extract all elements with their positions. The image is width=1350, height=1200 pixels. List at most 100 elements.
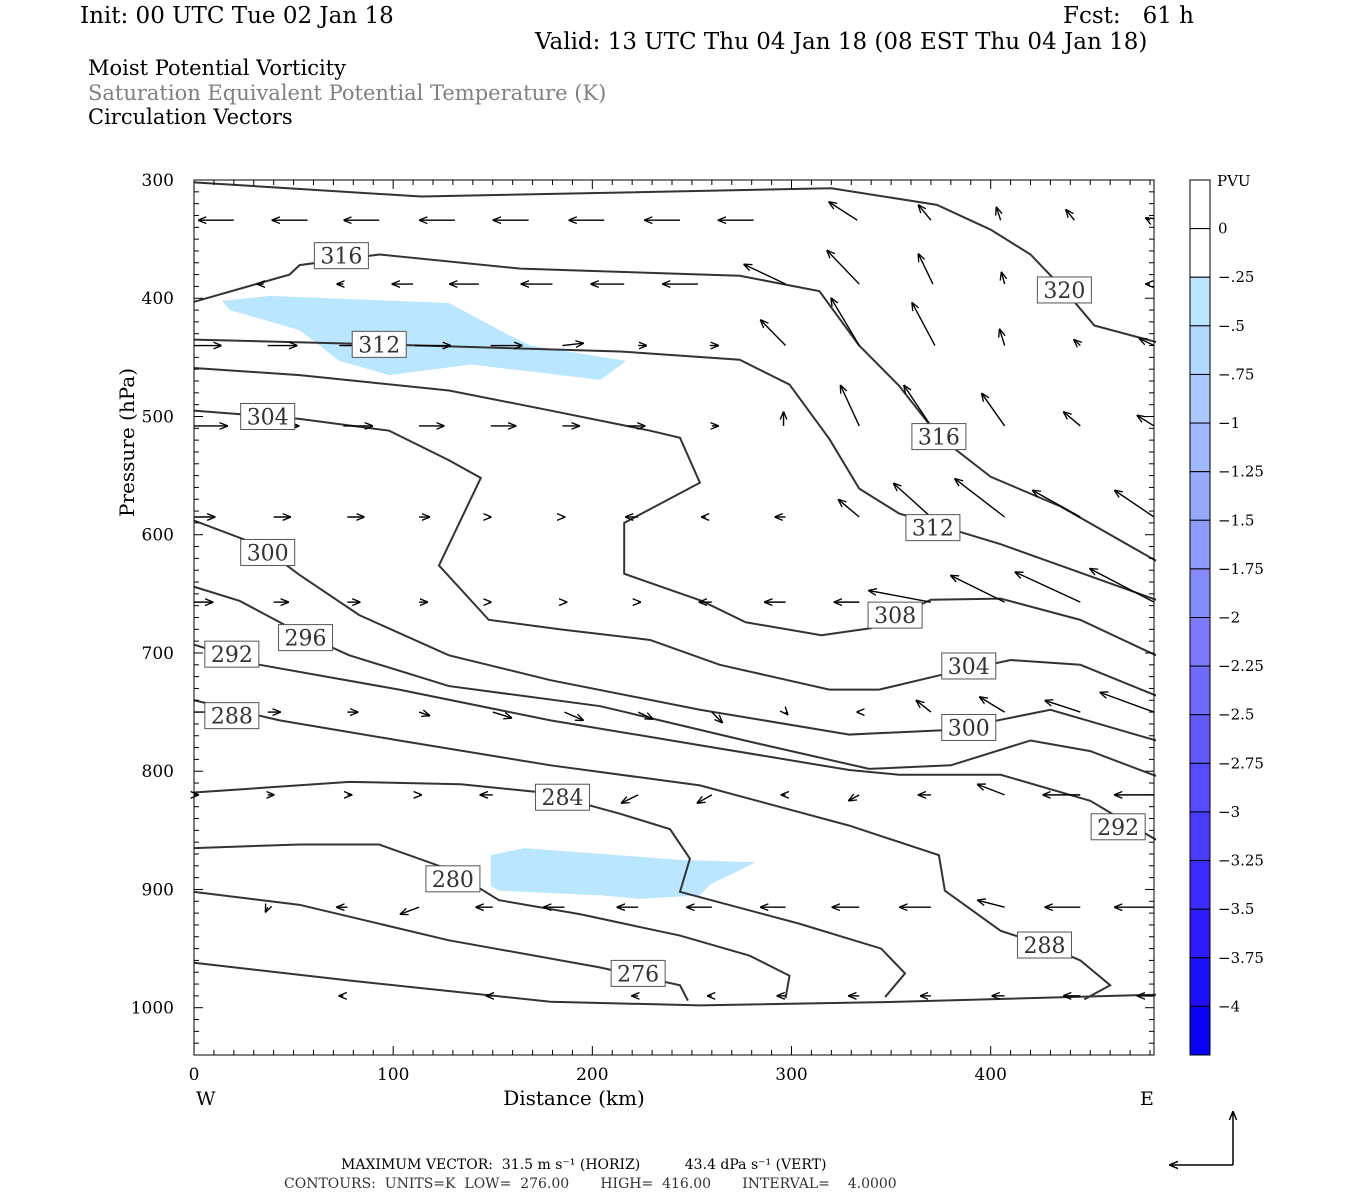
circulation-vector — [418, 712, 429, 715]
y-tick-label: 700 — [142, 644, 174, 664]
circulation-vector — [1045, 701, 1081, 713]
circulation-vector — [997, 208, 1001, 221]
west-label: W — [196, 1088, 216, 1110]
circulation-vector — [839, 500, 860, 518]
theta-es-contour-288 — [193, 699, 1112, 1001]
colorbar-label: −.75 — [1218, 365, 1254, 383]
y-tick-label: 300 — [142, 171, 174, 191]
contour-label-box — [610, 959, 666, 987]
contour-label-box — [941, 713, 997, 741]
circulation-vector — [266, 907, 268, 912]
colorbar-label: −1 — [1218, 414, 1240, 432]
field-title-theta-es: Saturation Equivalent Potential Temperat… — [88, 81, 607, 105]
contour-label: 316 — [918, 426, 960, 451]
contour-label: 288 — [1023, 934, 1065, 959]
negative-pv-region — [221, 295, 627, 380]
circulation-vector — [1064, 412, 1081, 427]
circulation-vector — [918, 254, 934, 285]
colorbar-label: −1.75 — [1218, 560, 1264, 578]
circulation-vector — [562, 343, 583, 345]
colorbar-label: −2.75 — [1218, 754, 1264, 772]
contour-label-box — [204, 702, 260, 730]
x-tick-label: 200 — [576, 1065, 608, 1085]
circulation-vector — [955, 479, 1006, 518]
circulation-vector — [982, 394, 1006, 427]
colorbar-label: −1.5 — [1218, 511, 1254, 529]
circulation-vector — [1033, 490, 1081, 518]
circulation-vector — [400, 906, 420, 914]
colorbar-label: −3 — [1218, 803, 1240, 821]
circulation-vector — [744, 264, 786, 285]
circulation-vector — [1090, 569, 1155, 603]
contour-label: 300 — [948, 716, 990, 741]
reference-vector — [1170, 1112, 1233, 1165]
circulation-vector — [786, 712, 788, 714]
contour-label: 276 — [617, 962, 659, 987]
colorbar-segment — [1189, 228, 1211, 278]
colorbar-segment — [1189, 1005, 1211, 1056]
contour-label-box — [351, 330, 407, 358]
contour-label-box — [1036, 276, 1092, 304]
contour-label-box — [534, 783, 590, 811]
circulation-vector — [761, 320, 787, 347]
circulation-vector — [894, 484, 932, 518]
circulation-vector — [841, 386, 860, 427]
y-tick-label: 800 — [142, 762, 174, 782]
circulation-vector — [697, 794, 713, 803]
y-axis-title: Pressure (hPa) — [115, 368, 139, 517]
x-axis-title: Distance (km) — [503, 1086, 645, 1110]
circulation-vector — [1002, 273, 1005, 285]
colorbar-segment — [1189, 422, 1211, 473]
colorbar-segment — [1189, 714, 1211, 764]
init-time: Init: 00 UTC Tue 02 Jan 18 — [80, 3, 394, 29]
circulation-vector — [564, 711, 583, 720]
east-label: E — [1140, 1088, 1154, 1110]
contour-label-box — [1090, 813, 1146, 841]
contour-label: 308 — [874, 604, 916, 629]
contour-label-box — [905, 514, 961, 542]
y-tick-label: 500 — [142, 407, 174, 427]
colorbar-label: −3.5 — [1218, 900, 1254, 918]
circulation-vector — [951, 576, 1005, 603]
circulation-vector — [622, 794, 639, 803]
x-tick-label: 300 — [775, 1065, 807, 1085]
x-tick-label: 0 — [189, 1065, 200, 1085]
colorbar-title: PVU — [1217, 172, 1251, 190]
circulation-vector — [919, 205, 932, 221]
colorbar-label: −3.75 — [1218, 949, 1264, 967]
theta-es-contour-296 — [193, 585, 1157, 777]
colorbar-segment — [1189, 617, 1211, 667]
contour-label: 292 — [1097, 816, 1139, 841]
circulation-vector — [916, 701, 932, 713]
colorbar-segment — [1189, 860, 1211, 910]
x-tick-label: 100 — [377, 1065, 409, 1085]
colorbar-segment — [1189, 665, 1211, 716]
colorbar-label: −3.25 — [1218, 852, 1264, 870]
colorbar-segment — [1189, 373, 1211, 424]
theta-es-contour-272 — [193, 961, 1157, 1007]
contour-label-box — [1016, 931, 1072, 959]
contour-label-box — [425, 865, 481, 893]
circulation-vector — [1100, 693, 1155, 713]
y-tick-label: 400 — [142, 289, 174, 309]
contour-label-box — [240, 538, 296, 566]
theta-es-contour-304 — [193, 409, 1157, 697]
circulation-vector — [1137, 416, 1155, 427]
contour-label: 316 — [320, 245, 362, 270]
theta-es-contour-276 — [193, 890, 689, 1002]
circulation-vector — [637, 711, 652, 719]
contour-label: 280 — [432, 868, 474, 893]
contour-label: 312 — [912, 517, 954, 542]
contour-label: 320 — [1043, 279, 1085, 304]
circulation-vector — [904, 386, 932, 427]
circulation-vector — [831, 298, 860, 346]
circulation-vector — [978, 784, 1005, 796]
contour-label: 304 — [948, 655, 990, 680]
y-tick-label: 600 — [142, 526, 174, 546]
circulation-vector — [711, 711, 722, 722]
field-title-vectors: Circulation Vectors — [88, 105, 293, 129]
circulation-vector — [849, 795, 860, 801]
contour-label: 300 — [247, 541, 289, 566]
circulation-vector — [1000, 329, 1005, 346]
